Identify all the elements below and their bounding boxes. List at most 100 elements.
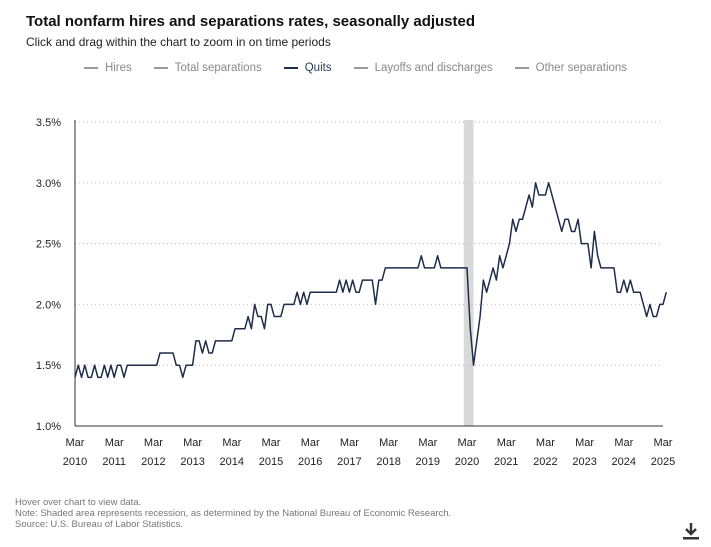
data-point[interactable] bbox=[628, 278, 632, 282]
data-point[interactable] bbox=[305, 302, 309, 306]
data-point[interactable] bbox=[269, 302, 273, 306]
data-point[interactable] bbox=[249, 327, 253, 331]
data-point[interactable] bbox=[596, 254, 600, 258]
data-point[interactable] bbox=[171, 351, 175, 355]
series-group[interactable] bbox=[73, 181, 668, 380]
data-point[interactable] bbox=[102, 363, 106, 367]
data-point[interactable] bbox=[619, 290, 623, 294]
data-point[interactable] bbox=[119, 363, 123, 367]
data-point[interactable] bbox=[374, 302, 378, 306]
legend-item-quits[interactable]: Quits bbox=[283, 62, 332, 74]
data-point[interactable] bbox=[514, 229, 518, 233]
data-point[interactable] bbox=[122, 375, 126, 379]
data-point[interactable] bbox=[370, 278, 374, 282]
series-line-quits[interactable] bbox=[74, 182, 667, 379]
data-point[interactable] bbox=[654, 315, 658, 319]
data-point[interactable] bbox=[661, 302, 665, 306]
data-point[interactable] bbox=[295, 290, 299, 294]
data-point[interactable] bbox=[478, 315, 482, 319]
data-point[interactable] bbox=[279, 315, 283, 319]
data-point[interactable] bbox=[197, 339, 201, 343]
data-point[interactable] bbox=[534, 181, 538, 185]
data-point[interactable] bbox=[468, 327, 472, 331]
data-point[interactable] bbox=[527, 193, 531, 197]
data-point[interactable] bbox=[485, 290, 489, 294]
data-point[interactable] bbox=[638, 290, 642, 294]
legend-item-layoffs-and-discharges[interactable]: Layoffs and discharges bbox=[353, 62, 493, 74]
data-point[interactable] bbox=[109, 363, 113, 367]
data-point[interactable] bbox=[622, 278, 626, 282]
data-point[interactable] bbox=[576, 217, 580, 221]
data-point[interactable] bbox=[347, 290, 351, 294]
data-point[interactable] bbox=[524, 205, 528, 209]
data-point[interactable] bbox=[155, 363, 159, 367]
data-point[interactable] bbox=[645, 315, 649, 319]
data-point[interactable] bbox=[612, 266, 616, 270]
data-point[interactable] bbox=[106, 375, 110, 379]
data-point[interactable] bbox=[543, 193, 547, 197]
data-point[interactable] bbox=[475, 339, 479, 343]
data-point[interactable] bbox=[530, 205, 534, 209]
data-point[interactable] bbox=[511, 217, 515, 221]
data-point[interactable] bbox=[553, 205, 557, 209]
data-point[interactable] bbox=[664, 290, 668, 294]
data-point[interactable] bbox=[521, 217, 525, 221]
download-icon[interactable] bbox=[680, 520, 702, 542]
data-point[interactable] bbox=[380, 278, 384, 282]
data-point[interactable] bbox=[547, 181, 551, 185]
data-point[interactable] bbox=[498, 254, 502, 258]
data-point[interactable] bbox=[253, 302, 257, 306]
data-point[interactable] bbox=[262, 327, 266, 331]
data-point[interactable] bbox=[334, 290, 338, 294]
data-point[interactable] bbox=[338, 278, 342, 282]
data-point[interactable] bbox=[191, 363, 195, 367]
data-point[interactable] bbox=[351, 278, 355, 282]
data-point[interactable] bbox=[481, 278, 485, 282]
data-point[interactable] bbox=[243, 327, 247, 331]
data-point[interactable] bbox=[560, 229, 564, 233]
data-point[interactable] bbox=[93, 363, 97, 367]
data-point[interactable] bbox=[494, 278, 498, 282]
legend-item-other-separations[interactable]: Other separations bbox=[514, 62, 627, 74]
data-point[interactable] bbox=[341, 290, 345, 294]
data-point[interactable] bbox=[210, 351, 214, 355]
data-point[interactable] bbox=[99, 375, 103, 379]
data-point[interactable] bbox=[298, 302, 302, 306]
data-point[interactable] bbox=[589, 266, 593, 270]
data-point[interactable] bbox=[292, 302, 296, 306]
data-point[interactable] bbox=[501, 266, 505, 270]
data-point[interactable] bbox=[465, 266, 469, 270]
data-point[interactable] bbox=[504, 254, 508, 258]
data-point[interactable] bbox=[178, 363, 182, 367]
data-point[interactable] bbox=[181, 375, 185, 379]
data-point[interactable] bbox=[648, 302, 652, 306]
data-point[interactable] bbox=[566, 217, 570, 221]
data-point[interactable] bbox=[592, 229, 596, 233]
data-point[interactable] bbox=[472, 363, 476, 367]
data-point[interactable] bbox=[302, 290, 306, 294]
data-point[interactable] bbox=[200, 351, 204, 355]
data-point[interactable] bbox=[204, 339, 208, 343]
data-point[interactable] bbox=[357, 290, 361, 294]
data-point[interactable] bbox=[556, 217, 560, 221]
data-point[interactable] bbox=[625, 290, 629, 294]
data-point[interactable] bbox=[488, 278, 492, 282]
data-point[interactable] bbox=[491, 266, 495, 270]
data-point[interactable] bbox=[586, 242, 590, 246]
data-point[interactable] bbox=[259, 315, 263, 319]
data-point[interactable] bbox=[432, 266, 436, 270]
data-point[interactable] bbox=[73, 375, 77, 379]
legend-item-hires[interactable]: Hires bbox=[83, 62, 132, 74]
data-point[interactable] bbox=[507, 242, 511, 246]
data-point[interactable] bbox=[246, 315, 250, 319]
data-point[interactable] bbox=[550, 193, 554, 197]
data-point[interactable] bbox=[416, 266, 420, 270]
data-point[interactable] bbox=[344, 278, 348, 282]
data-point[interactable] bbox=[112, 375, 116, 379]
data-point[interactable] bbox=[436, 254, 440, 258]
data-point[interactable] bbox=[76, 363, 80, 367]
data-point[interactable] bbox=[230, 339, 234, 343]
data-point[interactable] bbox=[80, 375, 84, 379]
data-point[interactable] bbox=[89, 375, 93, 379]
